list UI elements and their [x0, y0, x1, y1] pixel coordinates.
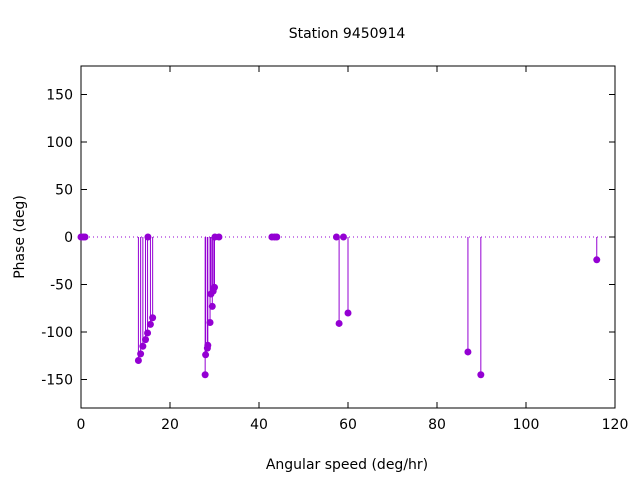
y-tick-label: 100 [46, 135, 73, 151]
y-tick-label: 0 [64, 230, 73, 246]
data-series [77, 233, 601, 379]
y-tick-label: 50 [55, 183, 73, 199]
y-tick-label: -150 [41, 373, 73, 389]
data-point [206, 319, 214, 326]
data-point [142, 336, 150, 344]
data-point [202, 351, 210, 359]
data-point [211, 283, 218, 291]
data-point [144, 233, 152, 241]
data-point [208, 302, 216, 310]
x-tick-label: 80 [428, 417, 446, 433]
y-ticks: -150 -100 -50 0 50 100 150 [41, 88, 615, 389]
data-point [149, 314, 157, 322]
data-point [81, 233, 89, 241]
data-point [134, 357, 142, 364]
y-axis-label: Phase (deg) [12, 195, 28, 279]
data-point [273, 233, 281, 241]
data-point [335, 319, 343, 327]
data-point [332, 233, 340, 241]
data-point [144, 329, 152, 337]
y-tick-label: -50 [50, 278, 73, 294]
x-tick-label: 0 [77, 417, 86, 433]
x-tick-label: 60 [339, 417, 357, 433]
data-point [464, 348, 472, 356]
data-point [204, 341, 212, 349]
data-point [146, 320, 154, 328]
x-tick-label: 120 [602, 417, 629, 433]
data-point [593, 256, 601, 264]
y-tick-label: -100 [41, 325, 73, 341]
data-point [215, 233, 223, 241]
chart-title: Station 9450914 [289, 26, 406, 42]
x-axis-label: Angular speed (deg/hr) [266, 457, 428, 473]
x-tick-label: 100 [513, 417, 540, 433]
x-ticks: 0 20 40 60 80 100 120 [77, 66, 629, 433]
data-point [201, 371, 209, 379]
x-tick-label: 40 [250, 417, 268, 433]
y-tick-label: 150 [46, 88, 73, 104]
data-point [339, 233, 347, 241]
data-point [344, 309, 352, 317]
data-point [137, 350, 145, 358]
data-point [139, 342, 147, 350]
x-tick-label: 20 [161, 417, 179, 433]
data-point [477, 371, 485, 379]
